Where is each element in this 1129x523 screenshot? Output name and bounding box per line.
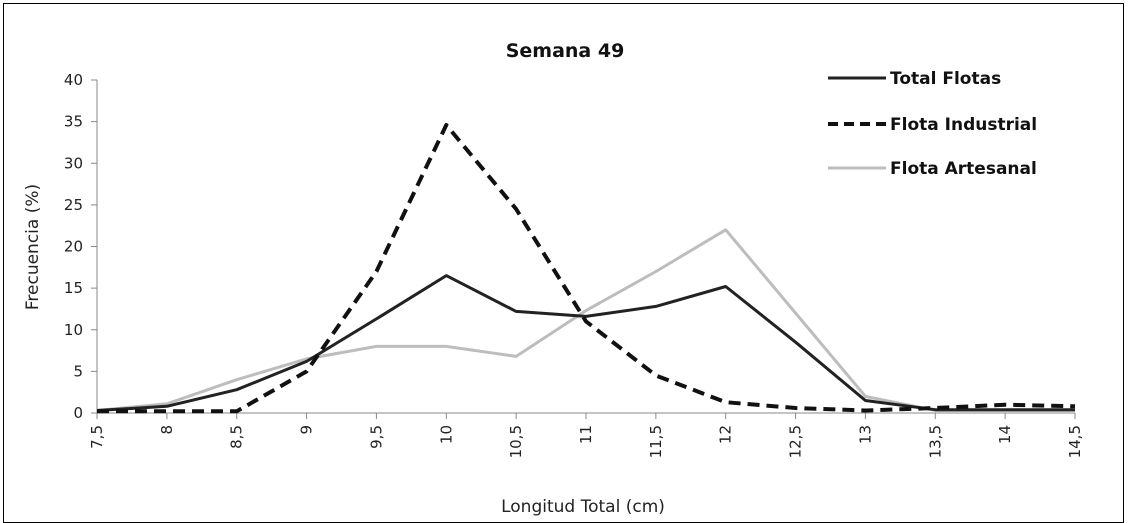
chart-frame <box>3 3 1124 523</box>
y-tick-label: 10 <box>64 321 83 339</box>
x-tick-label: 12 <box>717 425 735 444</box>
x-tick-label: 10 <box>437 425 455 444</box>
x-tick-label: 13,5 <box>926 425 944 458</box>
y-axis: 0 5 10 15 20 25 30 35 40 <box>64 71 98 422</box>
legend-label: Flota Artesanal <box>890 159 1037 179</box>
x-tick-label: 13 <box>856 425 874 444</box>
y-axis-title: Frecuencia (%) <box>23 184 43 310</box>
x-axis-title: Longitud Total (cm) <box>501 497 665 517</box>
x-tick-label: 14 <box>996 425 1014 444</box>
x-tick-label: 14,5 <box>1066 425 1084 458</box>
x-tick-label: 9,5 <box>367 425 385 449</box>
y-tick-label: 5 <box>73 362 83 380</box>
x-axis: 7,5 8 8,5 9 9,5 10 10,5 11 11,5 12 12,5 13 13,5 14 14,… <box>88 412 1084 458</box>
chart-title: Semana 49 <box>506 40 625 62</box>
x-tick-label: 10,5 <box>507 425 525 458</box>
y-tick-label: 30 <box>64 154 83 172</box>
y-tick-label: 20 <box>64 238 83 256</box>
y-tick-label: 0 <box>73 404 83 422</box>
y-tick-label: 25 <box>64 196 83 214</box>
series-layer <box>96 123 1076 414</box>
x-tick-label: 11 <box>577 425 595 444</box>
y-tick-label: 35 <box>64 113 83 131</box>
x-tick-label: 8 <box>158 425 176 435</box>
series-line-flota-industrial <box>97 123 1076 414</box>
series-line-total-flotas <box>96 274 1075 412</box>
x-tick-label: 8,5 <box>228 425 246 449</box>
x-tick-label: 7,5 <box>88 425 106 449</box>
x-tick-label: 12,5 <box>787 425 805 458</box>
x-tick-label: 9 <box>298 425 316 435</box>
y-tick-label: 15 <box>64 279 83 297</box>
legend: Total Flotas Flota Industrial Flota Artesa… <box>828 69 1037 179</box>
y-tick-label: 40 <box>64 71 83 89</box>
legend-label: Total Flotas <box>890 69 1001 89</box>
legend-label: Flota Industrial <box>890 115 1037 135</box>
x-tick-label: 11,5 <box>647 425 665 458</box>
